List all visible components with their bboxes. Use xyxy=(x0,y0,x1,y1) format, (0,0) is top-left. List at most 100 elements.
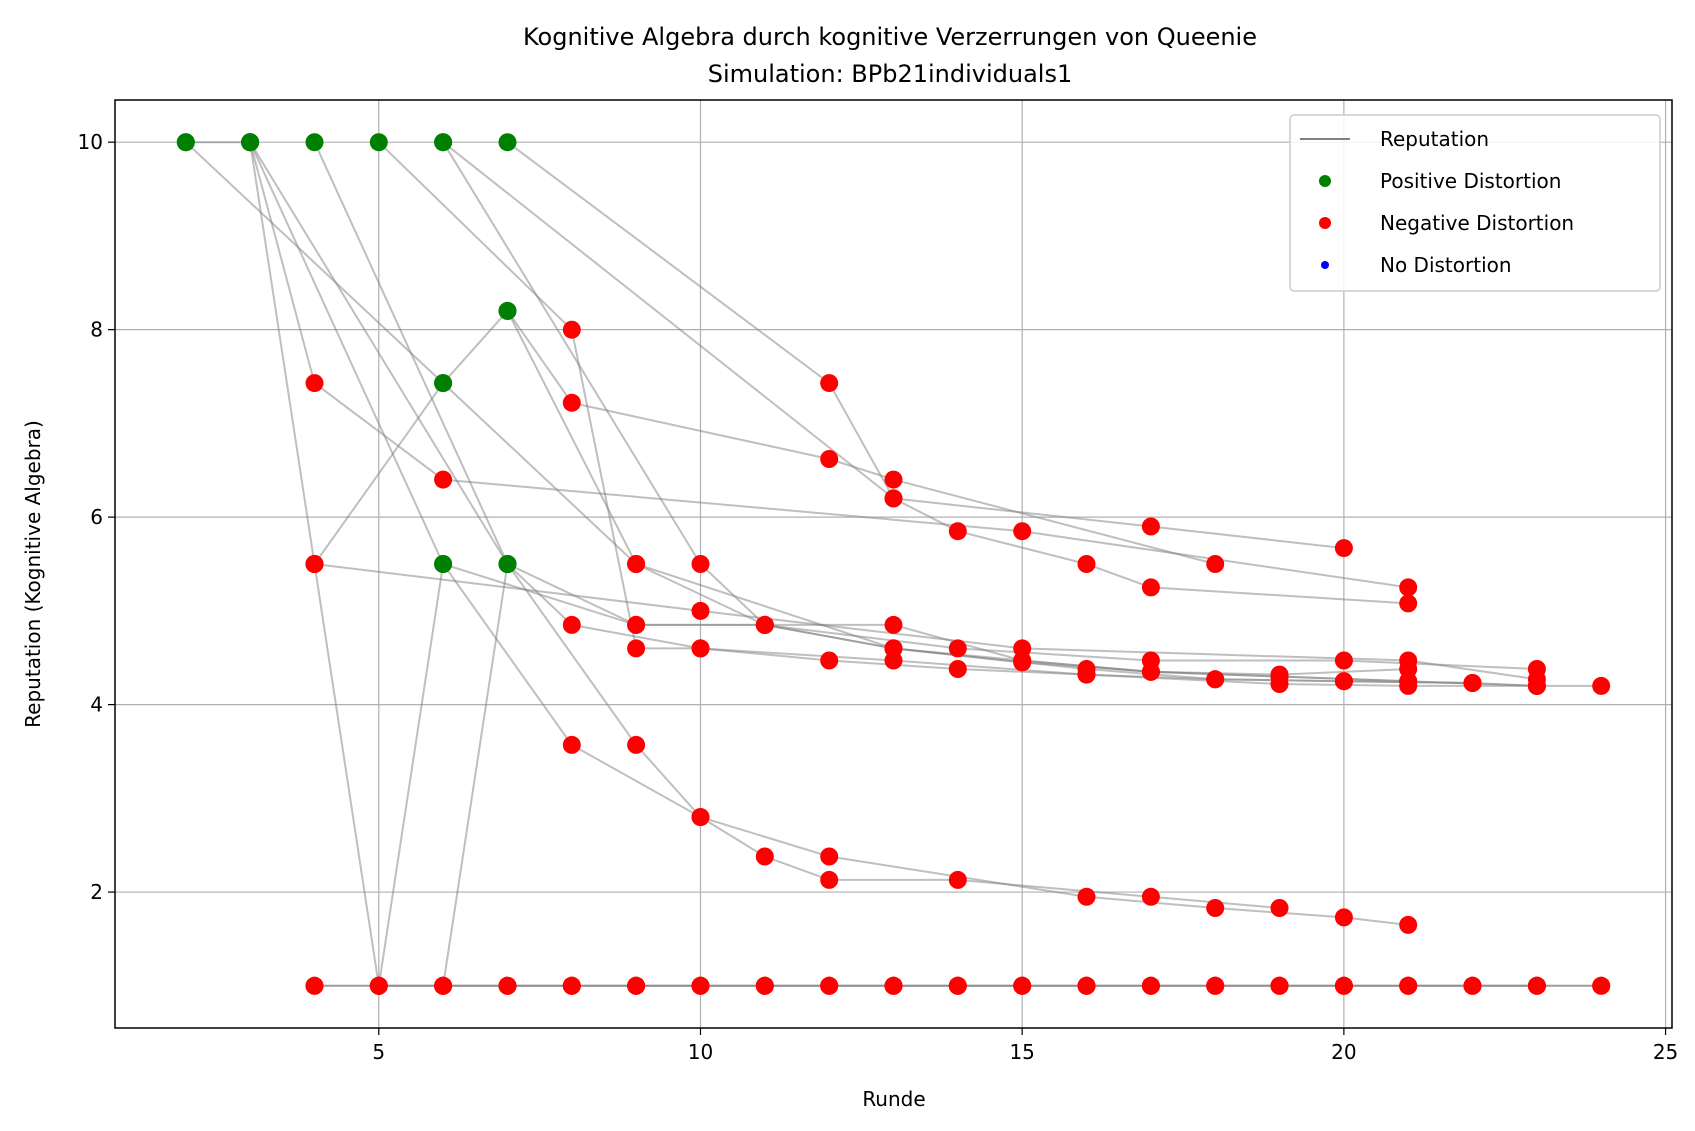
negative-distortion-point xyxy=(434,470,453,489)
negative-distortion-point xyxy=(562,735,581,754)
negative-distortion-point xyxy=(755,615,774,634)
negative-distortion-point xyxy=(434,976,453,995)
negative-distortion-point xyxy=(1206,899,1225,917)
negative-distortion-point xyxy=(948,976,967,995)
legend-label-negative: Negative Distortion xyxy=(1380,211,1574,235)
negative-distortion-point xyxy=(305,555,324,573)
negative-distortion-point xyxy=(691,808,710,827)
negative-distortion-point xyxy=(820,870,839,889)
negative-distortion-point xyxy=(884,470,903,489)
negative-distortion-point xyxy=(1206,670,1225,689)
negative-distortion-point xyxy=(1077,665,1096,684)
chart-subtitle: Simulation: BPb21individuals1 xyxy=(708,60,1073,88)
positive-distortion-point xyxy=(434,555,453,573)
positive-distortion-point xyxy=(305,133,324,152)
positive-distortion-point xyxy=(498,301,517,320)
chart-title: Kognitive Algebra durch kognitive Verzer… xyxy=(523,23,1257,51)
legend-positive-swatch xyxy=(1319,175,1331,187)
positive-distortion-point xyxy=(434,374,453,393)
positive-distortion-point xyxy=(434,133,453,152)
legend-label-reputation: Reputation xyxy=(1380,127,1489,151)
negative-distortion-point xyxy=(1141,517,1160,536)
negative-distortion-point xyxy=(1013,976,1032,995)
negative-distortion-point xyxy=(1077,887,1096,906)
x-tick-label: 20 xyxy=(1331,1040,1356,1064)
negative-distortion-point xyxy=(1270,976,1289,995)
negative-distortion-point xyxy=(1527,676,1546,695)
negative-distortion-point xyxy=(627,615,646,634)
y-tick-label: 8 xyxy=(90,318,103,342)
negative-distortion-point xyxy=(1399,651,1418,670)
negative-distortion-point xyxy=(1141,662,1160,681)
legend-label-positive: Positive Distortion xyxy=(1380,169,1561,193)
negative-distortion-point xyxy=(1334,976,1353,995)
legend-negative-swatch xyxy=(1319,217,1331,229)
negative-distortion-point xyxy=(369,976,388,995)
negative-distortion-point xyxy=(1013,522,1032,541)
negative-distortion-point xyxy=(305,976,324,995)
negative-distortion-point xyxy=(691,639,710,658)
negative-distortion-point xyxy=(1463,674,1482,692)
negative-distortion-point xyxy=(691,555,710,573)
y-tick-label: 2 xyxy=(90,880,103,904)
negative-distortion-point xyxy=(1399,915,1418,934)
x-axis-label: Runde xyxy=(862,1087,925,1111)
negative-distortion-point xyxy=(305,374,324,393)
negative-distortion-point xyxy=(948,870,967,889)
positive-distortion-point xyxy=(176,133,195,152)
y-axis-label: Reputation (Kognitive Algebra) xyxy=(21,420,45,728)
negative-distortion-point xyxy=(1013,639,1032,658)
positive-distortion-point xyxy=(241,133,260,152)
negative-distortion-point xyxy=(562,393,581,412)
negative-distortion-point xyxy=(627,976,646,995)
reputation-line xyxy=(313,141,1537,670)
negative-distortion-point xyxy=(1077,555,1096,573)
negative-distortion-point xyxy=(1399,676,1418,695)
negative-distortion-point xyxy=(627,639,646,658)
negative-distortion-point xyxy=(820,847,839,866)
negative-distortion-point xyxy=(755,976,774,995)
negative-distortion-point xyxy=(1334,908,1353,927)
negative-distortion-point xyxy=(820,651,839,670)
negative-distortion-point xyxy=(1527,976,1546,995)
negative-distortion-point xyxy=(884,651,903,670)
negative-distortion-point xyxy=(1141,578,1160,597)
negative-distortion-point xyxy=(1270,675,1289,693)
negative-distortion-point xyxy=(820,450,839,468)
negative-distortion-point xyxy=(1334,539,1353,558)
negative-distortion-point xyxy=(691,601,710,620)
negative-distortion-point xyxy=(562,320,581,339)
negative-distortion-point xyxy=(1141,887,1160,906)
negative-distortion-point xyxy=(1399,976,1418,995)
positive-distortion-point xyxy=(498,133,517,152)
legend-label-none: No Distortion xyxy=(1380,253,1512,277)
negative-distortion-point xyxy=(1592,676,1611,695)
negative-distortion-point xyxy=(1334,651,1353,670)
legend: Reputation Positive Distortion Negative … xyxy=(1289,114,1661,292)
legend-frame xyxy=(1289,114,1661,292)
positive-distortion-point xyxy=(498,555,517,573)
x-tick-label: 5 xyxy=(372,1040,385,1064)
negative-distortion-point xyxy=(884,976,903,995)
negative-distortion-point xyxy=(627,555,646,573)
y-tick-label: 10 xyxy=(78,130,103,154)
y-axis: 2 4 6 8 10 xyxy=(78,130,115,904)
negative-distortion-point xyxy=(1399,594,1418,613)
positive-distortion-point xyxy=(369,133,388,152)
negative-distortion-point xyxy=(884,489,903,508)
negative-distortion-point xyxy=(562,976,581,995)
negative-distortion-point xyxy=(498,976,517,995)
negative-distortion-point xyxy=(1206,976,1225,995)
negative-distortion-point xyxy=(948,639,967,658)
x-tick-label: 10 xyxy=(688,1040,713,1064)
x-tick-label: 25 xyxy=(1653,1040,1678,1064)
negative-distortion-point xyxy=(1141,976,1160,995)
negative-distortion-point xyxy=(755,847,774,866)
negative-distortion-point xyxy=(562,615,581,634)
y-tick-label: 4 xyxy=(90,693,103,717)
negative-distortion-point xyxy=(1270,899,1289,917)
x-tick-label: 15 xyxy=(1009,1040,1034,1064)
y-tick-label: 6 xyxy=(90,505,103,529)
negative-distortion-point xyxy=(1463,976,1482,995)
reputation-line xyxy=(442,141,1345,550)
